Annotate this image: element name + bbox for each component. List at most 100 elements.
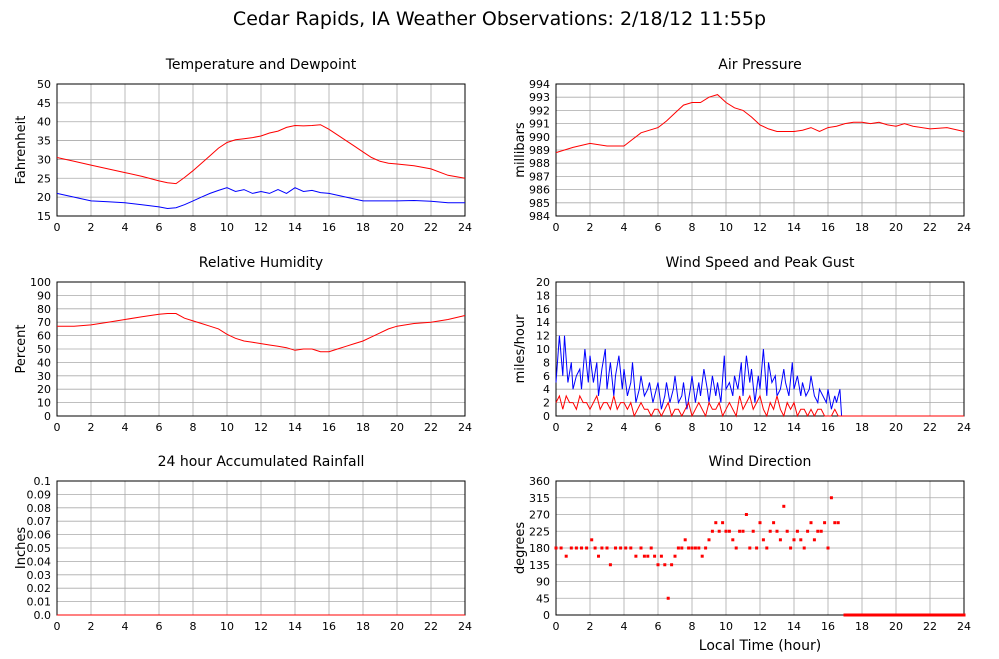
rain-ytick-label: 0.09 <box>27 488 52 501</box>
wind-ytick-label: 0 <box>543 410 550 423</box>
wind-ytick-label: 20 <box>536 276 550 289</box>
temp-xtick-label: 18 <box>356 221 370 234</box>
wind-xtick-label: 6 <box>655 421 662 434</box>
wind-ylabel: miles/hour <box>513 314 528 383</box>
winddir-ytick-label: 360 <box>529 475 550 488</box>
wind-xtick-label: 4 <box>621 421 628 434</box>
winddir-xtick-label: 18 <box>855 620 869 633</box>
winddir-point <box>600 546 604 550</box>
temp-xtick-label: 8 <box>190 221 197 234</box>
winddir-point <box>585 546 589 550</box>
winddir-point <box>554 546 558 550</box>
winddir-point <box>778 538 782 542</box>
rain-xtick-label: 16 <box>322 620 336 633</box>
winddir-point <box>748 546 752 550</box>
wind-ytick-label: 4 <box>543 383 550 396</box>
pressure-ylabel: millibars <box>513 122 528 178</box>
humidity-xtick-label: 16 <box>322 421 336 434</box>
winddir-point <box>624 546 628 550</box>
rain-ylabel: Inches <box>14 527 29 569</box>
winddir-point <box>676 546 680 550</box>
winddir-xtick-label: 20 <box>889 620 903 633</box>
rain-title: 24 hour Accumulated Rainfall <box>158 454 365 470</box>
wind-xtick-label: 0 <box>553 421 560 434</box>
temp-xtick-label: 10 <box>220 221 234 234</box>
winddir-ytick-label: 0 <box>543 609 550 622</box>
rain-xtick-label: 22 <box>424 620 438 633</box>
temp-ytick-label: 35 <box>37 135 51 148</box>
rain-xtick-label: 2 <box>88 620 95 633</box>
winddir-point <box>646 554 650 558</box>
winddir-point <box>758 521 762 525</box>
rain-ytick-label: 0.06 <box>27 529 52 542</box>
rain-ytick-label: 0.02 <box>27 582 52 595</box>
winddir-point <box>639 546 643 550</box>
temp-series-line-1 <box>56 187 465 210</box>
pressure-ytick-label: 992 <box>529 104 550 117</box>
rain-xtick-label: 18 <box>356 620 370 633</box>
winddir-point <box>738 529 742 533</box>
pressure-xtick-label: 14 <box>787 221 801 234</box>
winddir-point <box>704 546 708 550</box>
pressure-xtick-label: 2 <box>587 221 594 234</box>
winddir-point <box>673 554 677 558</box>
winddir-point <box>710 529 714 533</box>
winddir-point <box>761 538 765 542</box>
pressure-ytick-label: 991 <box>529 118 550 131</box>
temp-xtick-label: 4 <box>122 221 129 234</box>
winddir-point <box>590 538 594 542</box>
humidity-ytick-label: 30 <box>37 370 51 383</box>
humidity-plot-frame <box>56 281 466 417</box>
winddir-ytick-label: 315 <box>529 492 550 505</box>
rain-xtick-label: 4 <box>122 620 129 633</box>
temp-xtick-label: 22 <box>424 221 438 234</box>
winddir-point <box>653 554 657 558</box>
pressure-xtick-label: 10 <box>719 221 733 234</box>
wind-xtick-label: 12 <box>753 421 767 434</box>
winddir-xtick-label: 14 <box>787 620 801 633</box>
winddir-point <box>569 546 573 550</box>
humidity-xtick-label: 6 <box>156 421 163 434</box>
winddir-xtick-label: 16 <box>821 620 835 633</box>
temp-ytick-label: 40 <box>37 116 51 129</box>
winddir-point <box>659 554 663 558</box>
wind-ytick-label: 6 <box>543 370 550 383</box>
temp-ytick-label: 20 <box>37 191 51 204</box>
winddir-point <box>597 554 600 558</box>
winddir-point <box>823 521 827 525</box>
pressure-xtick-label: 24 <box>957 221 971 234</box>
humidity-ytick-label: 100 <box>30 276 51 289</box>
winddir-point <box>816 529 820 533</box>
pressure-xtick-label: 8 <box>689 221 696 234</box>
winddir-point <box>731 538 735 542</box>
winddir-xtick-label: 0 <box>553 620 560 633</box>
humidity-ytick-label: 0 <box>44 410 51 423</box>
wind-series-line-1 <box>555 394 964 418</box>
winddir-ytick-label: 270 <box>529 509 550 522</box>
wind-xtick-label: 2 <box>587 421 594 434</box>
temp-ytick-label: 15 <box>37 210 51 223</box>
wind-xtick-label: 10 <box>719 421 733 434</box>
pressure-xtick-label: 22 <box>923 221 937 234</box>
winddir-point <box>751 529 755 533</box>
winddir-point <box>829 496 833 500</box>
temp-ytick-label: 45 <box>37 97 51 110</box>
winddir-ytick-label: 180 <box>529 542 550 555</box>
rain-ytick-label: 0.1 <box>34 475 52 488</box>
winddir-point <box>744 513 748 516</box>
wind-ytick-label: 8 <box>543 356 550 369</box>
winddir-ytick-label: 45 <box>536 592 550 605</box>
humidity-xtick-label: 10 <box>220 421 234 434</box>
winddir-ylabel: degrees <box>513 522 528 575</box>
pressure-ytick-label: 987 <box>529 170 550 183</box>
wind-title: Wind Speed and Peak Gust <box>666 255 855 271</box>
winddir-point <box>772 521 776 525</box>
rain-ytick-label: 0.03 <box>27 569 52 582</box>
winddir-xtick-label: 4 <box>621 620 628 633</box>
humidity-xtick-label: 14 <box>288 421 302 434</box>
humidity-ytick-label: 50 <box>37 343 51 356</box>
winddir-point <box>819 529 823 533</box>
